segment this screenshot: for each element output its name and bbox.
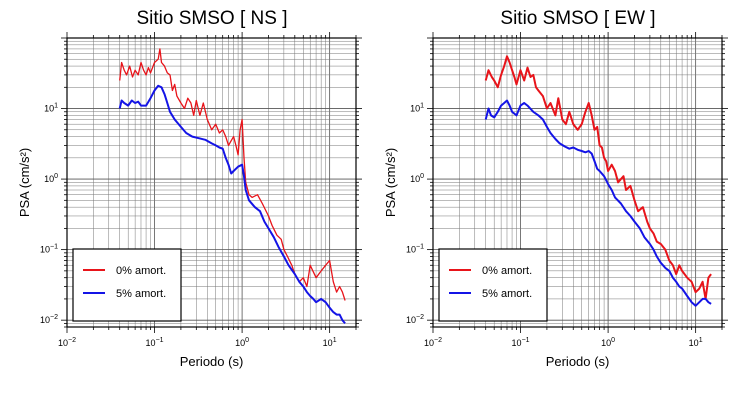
panel-ew: 10−2 10−1 100 101 10−2 10−1 100 101 Sitio SMSO […	[383, 8, 728, 369]
grid	[432, 37, 723, 328]
legend: 0% amort. 5% amort.	[438, 248, 548, 322]
y-tick-label: 101	[410, 103, 424, 114]
y-tick-label: 100	[410, 173, 424, 184]
y-axis-label: PSA (cm/s²)	[17, 148, 32, 217]
y-tick-label: 10−1	[406, 244, 424, 255]
y-tick-label: 10−2	[40, 314, 58, 325]
x-tick-label: 101	[689, 337, 703, 348]
x-tick-label: 101	[323, 337, 337, 348]
x-tick-label: 10−2	[424, 337, 442, 348]
panel-ns: 10−2 10−1 100 101 10−2 10−1 100 101 Sitio SMSO […	[17, 8, 362, 369]
x-tick-label: 10−1	[146, 337, 164, 348]
chart-title: Sitio SMSO [ EW ]	[500, 8, 655, 29]
series-line-red	[119, 48, 346, 301]
legend-label: 0% amort.	[482, 265, 532, 277]
series-line-blue	[118, 84, 346, 325]
series-line-red	[484, 55, 712, 300]
legend-box	[438, 248, 548, 322]
y-tick-label: 100	[44, 173, 58, 184]
x-tick-label: 10−1	[512, 337, 530, 348]
y-tick-label: 10−2	[406, 314, 424, 325]
y-tick-label: 10−1	[40, 244, 58, 255]
ticks	[61, 32, 362, 333]
legend-label: 5% amort.	[116, 288, 166, 300]
ticks	[427, 32, 728, 333]
x-axis-label: Periodo (s)	[180, 354, 244, 369]
y-tick-label: 101	[44, 103, 58, 114]
legend-label: 5% amort.	[482, 288, 532, 300]
x-tick-label: 100	[601, 337, 615, 348]
y-axis-label: PSA (cm/s²)	[383, 148, 398, 217]
chart-title: Sitio SMSO [ NS ]	[137, 8, 288, 29]
legend-box	[72, 248, 182, 322]
legend-label: 0% amort.	[116, 265, 166, 277]
x-tick-label: 100	[235, 337, 249, 348]
series-line-blue	[484, 99, 712, 307]
x-tick-label: 10−2	[58, 337, 76, 348]
x-axis-label: Periodo (s)	[546, 354, 610, 369]
legend: 0% amort. 5% amort.	[72, 248, 182, 322]
